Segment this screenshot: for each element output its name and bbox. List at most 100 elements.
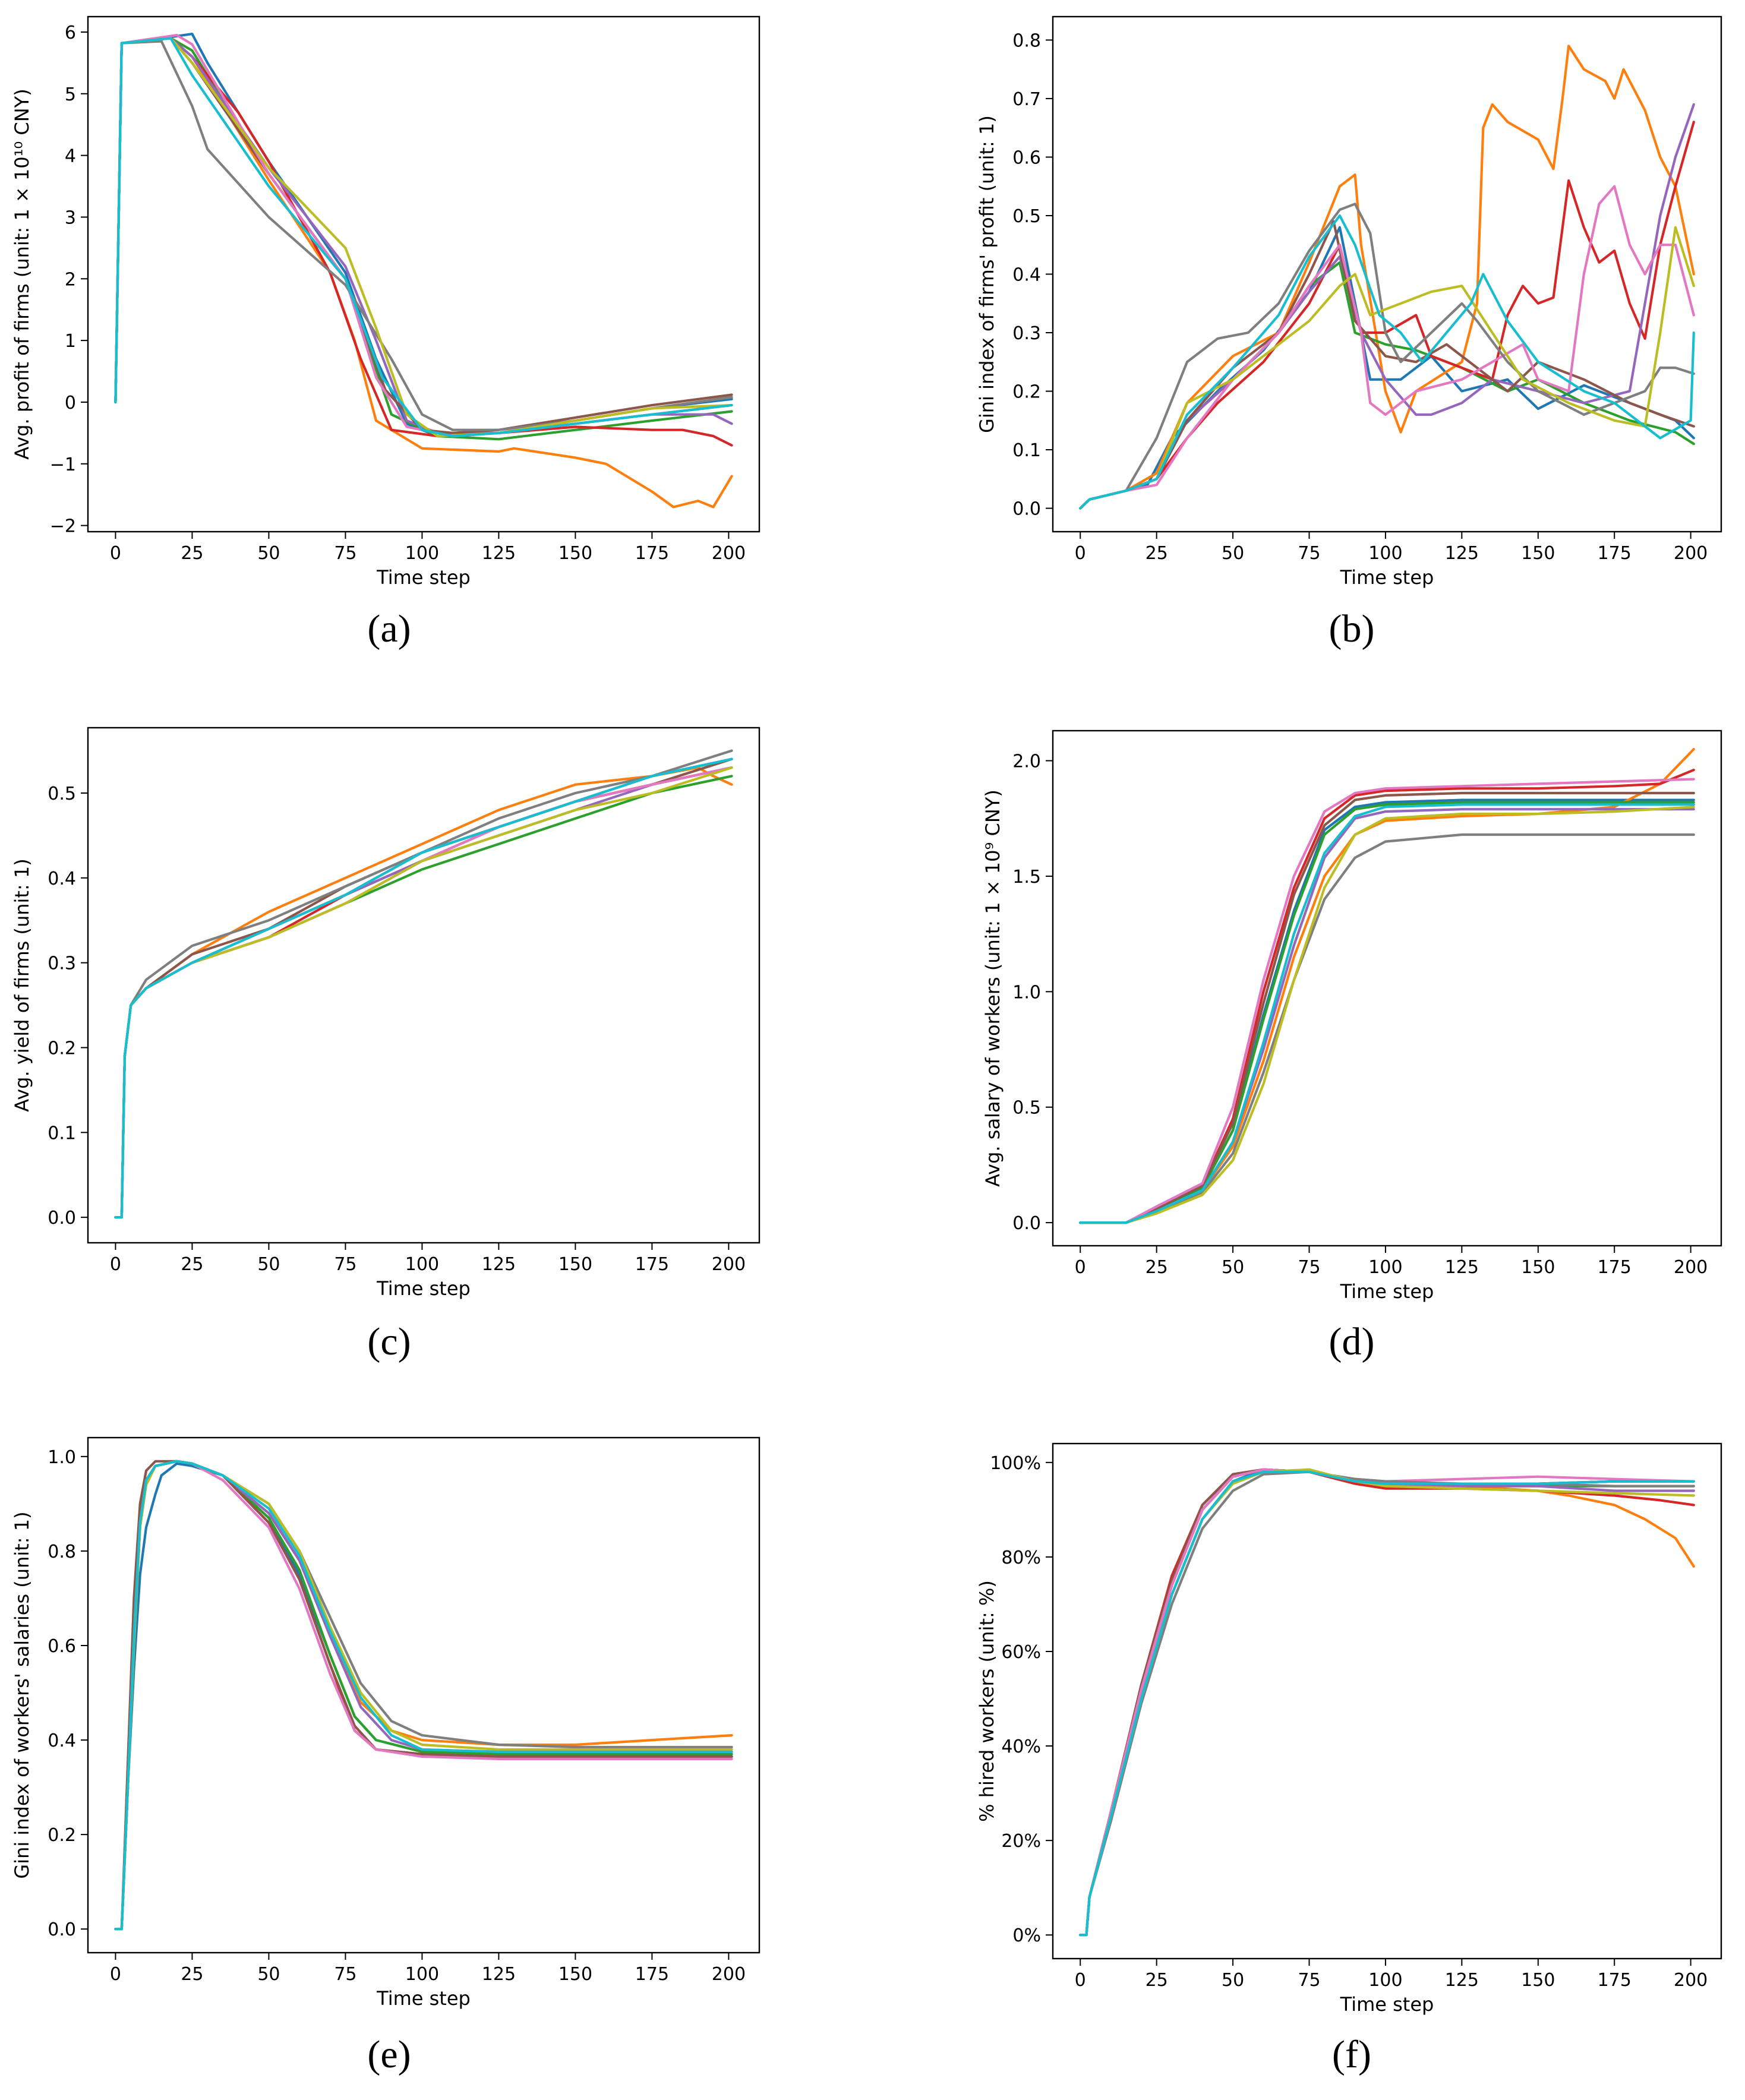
series-line-2: [114, 1460, 733, 1931]
panel-caption: (f): [1332, 2033, 1371, 2076]
x-tick-label: 25: [1146, 1257, 1168, 1278]
y-tick-label: 0%: [1012, 1925, 1041, 1946]
y-tick-label: 1: [65, 331, 76, 352]
y-axis-label: Gini index of firms' profit (unit: 1): [976, 115, 998, 433]
series-line-7: [114, 1460, 733, 1931]
panel-e: 0 25 50 75 100 125 150 175 200 0.0 0.2 0.4 0.6 0.8 1.0…: [11, 1436, 761, 2076]
x-axis-label: Time step: [376, 566, 471, 589]
series-line-1: [114, 757, 733, 1219]
y-axis-label: Avg. yield of firms (unit: 1): [11, 858, 33, 1112]
series-group: [114, 749, 733, 1219]
x-tick-label: 175: [1598, 543, 1632, 564]
x-tick-label: 75: [334, 1254, 356, 1275]
y-tick-label: 0.4: [48, 869, 76, 889]
x-tick-label: 75: [1298, 543, 1320, 564]
series-group: [114, 33, 733, 509]
x-tick-label: 150: [558, 543, 592, 564]
series-line-1: [1079, 1468, 1695, 1937]
series-line-9: [1079, 1468, 1695, 1937]
series-line-6: [1079, 220, 1695, 510]
x-tick-label: 0: [110, 543, 121, 564]
y-tick-label: 2: [65, 269, 76, 290]
y-tick-label: 0.5: [1012, 1098, 1041, 1119]
x-tick-label: 100: [405, 543, 439, 564]
series-line-2: [114, 37, 733, 509]
series-line-10: [114, 1460, 733, 1931]
x-tick-label: 50: [1222, 1970, 1244, 1991]
x-axis-label: Time step: [1340, 1993, 1434, 2016]
panel-d: 0 25 50 75 100 125 150 175 200 0.0 0.5 1.0 1.5 2.0 Tim…: [982, 730, 1722, 1363]
series-line-9: [114, 766, 733, 1219]
x-tick-label: 75: [334, 543, 356, 564]
x-tick-label: 0: [1075, 1970, 1086, 1991]
x-tick-label: 0: [1075, 1257, 1086, 1278]
y-tick-label: −1: [50, 454, 76, 475]
x-tick-label: 125: [482, 1964, 516, 1985]
y-tick-label: 0.6: [1012, 147, 1041, 168]
x-tick-label: 200: [712, 1964, 746, 1985]
y-tick-label: 0.5: [48, 784, 76, 804]
x-tick-label: 125: [1445, 1257, 1479, 1278]
series-line-2: [114, 766, 733, 1219]
series-line-6: [114, 1460, 733, 1931]
plot-frame: [1052, 730, 1722, 1247]
series-line-9: [1079, 806, 1695, 1224]
y-tick-label: 0: [65, 393, 76, 413]
y-tick-label: 4: [65, 146, 76, 167]
series-line-9: [114, 1460, 733, 1931]
series-line-10: [114, 757, 733, 1219]
x-tick-label: 75: [1298, 1257, 1320, 1278]
series-line-1: [114, 33, 733, 438]
x-tick-label: 100: [1368, 1970, 1402, 1991]
y-tick-label: 0.0: [1012, 1213, 1041, 1234]
y-axis-label: Gini index of workers' salaries (unit: 1…: [11, 1511, 33, 1878]
y-tick-label: 0.1: [1012, 440, 1041, 461]
y-tick-label: 0.6: [48, 1636, 76, 1657]
x-tick-label: 150: [558, 1964, 592, 1985]
x-tick-label: 200: [712, 1254, 746, 1275]
y-tick-label: 0.0: [48, 1208, 76, 1229]
series-line-6: [1079, 791, 1695, 1224]
y-tick-label: 1.5: [1012, 867, 1041, 888]
x-tick-label: 75: [334, 1964, 356, 1985]
series-line-3: [114, 1460, 733, 1931]
series-line-6: [114, 757, 733, 1219]
series-line-1: [114, 1462, 733, 1931]
y-tick-label: 6: [65, 23, 76, 43]
x-tick-label: 100: [405, 1964, 439, 1985]
series-line-10: [1079, 1470, 1695, 1937]
series-line-4: [1079, 1468, 1695, 1937]
series-group: [1079, 748, 1695, 1224]
series-line-1: [1079, 226, 1695, 510]
series-line-2: [1079, 1468, 1695, 1937]
x-tick-label: 200: [1674, 1970, 1708, 1991]
series-line-4: [114, 1460, 733, 1931]
series-line-5: [114, 1460, 733, 1931]
x-tick-label: 25: [1146, 543, 1168, 564]
panel-caption: (a): [367, 607, 411, 650]
panel-caption: (d): [1329, 1320, 1375, 1363]
x-tick-label: 175: [1598, 1257, 1632, 1278]
x-tick-label: 100: [1368, 1257, 1402, 1278]
series-line-10: [114, 37, 733, 438]
series-line-2: [1079, 748, 1695, 1224]
x-axis-label: Time step: [376, 1277, 471, 1300]
panel-b: 0 25 50 75 100 125 150 175 200 0.0 0.1 0.2 0.3 0.4 0.5…: [976, 15, 1722, 650]
panel-f: 0 25 50 75 100 125 150 175 200 0% 20% 40% 60% 80% 100%…: [976, 1442, 1722, 2076]
series-line-3: [1079, 801, 1695, 1224]
x-tick-label: 0: [110, 1254, 121, 1275]
y-tick-label: 0.2: [1012, 382, 1041, 403]
series-line-8: [1079, 833, 1695, 1224]
x-tick-label: 75: [1298, 1970, 1320, 1991]
series-line-7: [114, 766, 733, 1219]
x-tick-label: 25: [1146, 1970, 1168, 1991]
series-line-2: [1079, 45, 1695, 510]
x-tick-label: 25: [181, 1254, 203, 1275]
plot-frame: [87, 15, 761, 533]
series-line-8: [114, 749, 733, 1219]
x-tick-label: 175: [635, 1254, 669, 1275]
x-tick-label: 50: [1222, 543, 1244, 564]
series-group: [1079, 1468, 1695, 1937]
